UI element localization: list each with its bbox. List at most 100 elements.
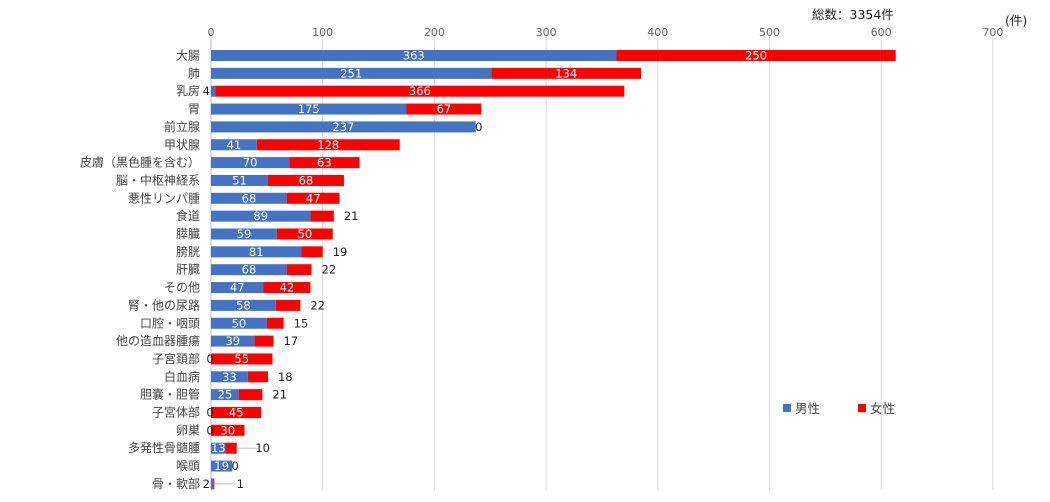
value-label-female: 10 <box>255 441 270 455</box>
value-label-female: 22 <box>310 298 325 312</box>
legend-swatch-female <box>858 404 866 412</box>
bar-female <box>247 371 268 383</box>
value-label-male: 13 <box>211 441 226 455</box>
bar-male <box>211 121 476 133</box>
category-label: 乳房 <box>176 83 200 98</box>
value-label-female: 17 <box>284 334 299 348</box>
category-label: 前立腺 <box>164 119 200 134</box>
x-tick-label: 500 <box>759 26 780 39</box>
value-label-male: 81 <box>249 245 264 259</box>
value-label-male: 89 <box>253 209 268 223</box>
value-label-female: 15 <box>294 316 309 330</box>
value-label-male: 59 <box>237 227 252 241</box>
bar-female <box>211 424 245 436</box>
bar-female <box>266 317 284 329</box>
category-label: 悪性リンパ腫 <box>128 191 200 205</box>
bar-male <box>211 335 255 347</box>
bar-male <box>211 317 267 329</box>
value-label-male: 363 <box>403 49 425 63</box>
category-label: 多発性骨髄腫 <box>128 440 200 455</box>
total-count-label: 総数：3354件 <box>812 7 894 22</box>
value-label-female: 250 <box>745 49 767 63</box>
bar-female <box>406 103 482 115</box>
bar-female <box>310 210 334 222</box>
bar-female <box>286 264 312 276</box>
bar-female <box>256 139 400 151</box>
category-label: 白血病 <box>164 369 200 384</box>
category-label: 食道 <box>176 208 200 223</box>
bar-female <box>267 174 344 186</box>
category-label: 脳・中枢神経系 <box>116 172 200 187</box>
value-label-male: 0 <box>206 352 213 366</box>
value-label-male: 4 <box>203 84 210 98</box>
bar-male <box>211 478 214 490</box>
bar-female <box>276 228 333 240</box>
category-label: 卵巣 <box>176 423 200 437</box>
value-label-male: 39 <box>225 334 240 348</box>
category-label: 膵臓 <box>176 227 200 241</box>
bar-female <box>225 442 237 454</box>
bar-female <box>286 192 340 204</box>
category-label: 皮膚（黒色腫を含む） <box>80 155 200 170</box>
bar-male <box>211 157 290 169</box>
bar-female <box>263 282 311 294</box>
bar-male <box>211 174 268 186</box>
value-label-male: 0 <box>206 406 213 420</box>
x-tick-label: 300 <box>536 26 557 39</box>
value-label-male: 41 <box>227 138 242 152</box>
bar-male <box>211 139 257 151</box>
x-tick-label: 400 <box>647 26 668 39</box>
value-label-female: 50 <box>298 227 313 241</box>
value-label-female: 128 <box>317 138 339 152</box>
category-label: 子宮体部 <box>152 405 200 420</box>
bar-male <box>211 85 216 97</box>
bar-male <box>211 67 492 79</box>
x-tick-label: 100 <box>312 26 333 39</box>
category-label: 骨・軟部 <box>152 476 200 491</box>
bar-female <box>254 335 274 347</box>
bar-female <box>616 50 896 61</box>
bar-female <box>238 389 263 401</box>
value-label-female: 63 <box>317 156 332 170</box>
category-label: その他 <box>164 281 200 295</box>
value-label-male: 251 <box>340 66 362 80</box>
value-label-male: 51 <box>232 173 247 187</box>
bars <box>211 50 896 490</box>
bar-male <box>211 192 287 204</box>
legend-swatch-male <box>783 404 791 412</box>
bar-female <box>213 478 215 490</box>
value-label-female: 19 <box>333 245 348 259</box>
value-label-female: 42 <box>280 281 295 295</box>
value-label-male: 237 <box>332 120 354 134</box>
x-axis-ticks: 0 100 200 300 400 500 600 700 <box>208 26 1004 39</box>
bar-male <box>211 442 226 454</box>
value-label-female: 0 <box>232 459 239 473</box>
value-label-female: 134 <box>555 66 577 80</box>
x-tick-label: 700 <box>982 26 1003 39</box>
value-label-male: 19 <box>214 459 229 473</box>
value-label-male: 25 <box>218 388 233 402</box>
bar-male <box>211 264 287 276</box>
category-label: 喉頭 <box>176 459 200 473</box>
value-label-male: 50 <box>232 316 247 330</box>
bar-male <box>211 210 311 222</box>
category-label: 他の造血器腫瘍 <box>116 333 200 348</box>
legend-label-female: 女性 <box>870 401 895 416</box>
value-label-female: 366 <box>409 84 431 98</box>
value-label-female: 0 <box>475 120 482 134</box>
value-label-female: 30 <box>220 423 235 437</box>
category-label: 口腔・咽頭 <box>140 315 200 330</box>
category-label: 肺 <box>188 66 200 80</box>
value-label-female: 68 <box>299 173 314 187</box>
legend-label-male: 男性 <box>795 401 820 416</box>
category-label: 甲状腺 <box>164 138 200 152</box>
bar-male <box>211 299 276 311</box>
legend: 男性 女性 <box>783 401 895 416</box>
value-label-male: 58 <box>236 298 251 312</box>
bar-male <box>211 103 407 115</box>
value-label-male: 0 <box>206 423 213 437</box>
value-label-male: 2 <box>203 477 210 491</box>
